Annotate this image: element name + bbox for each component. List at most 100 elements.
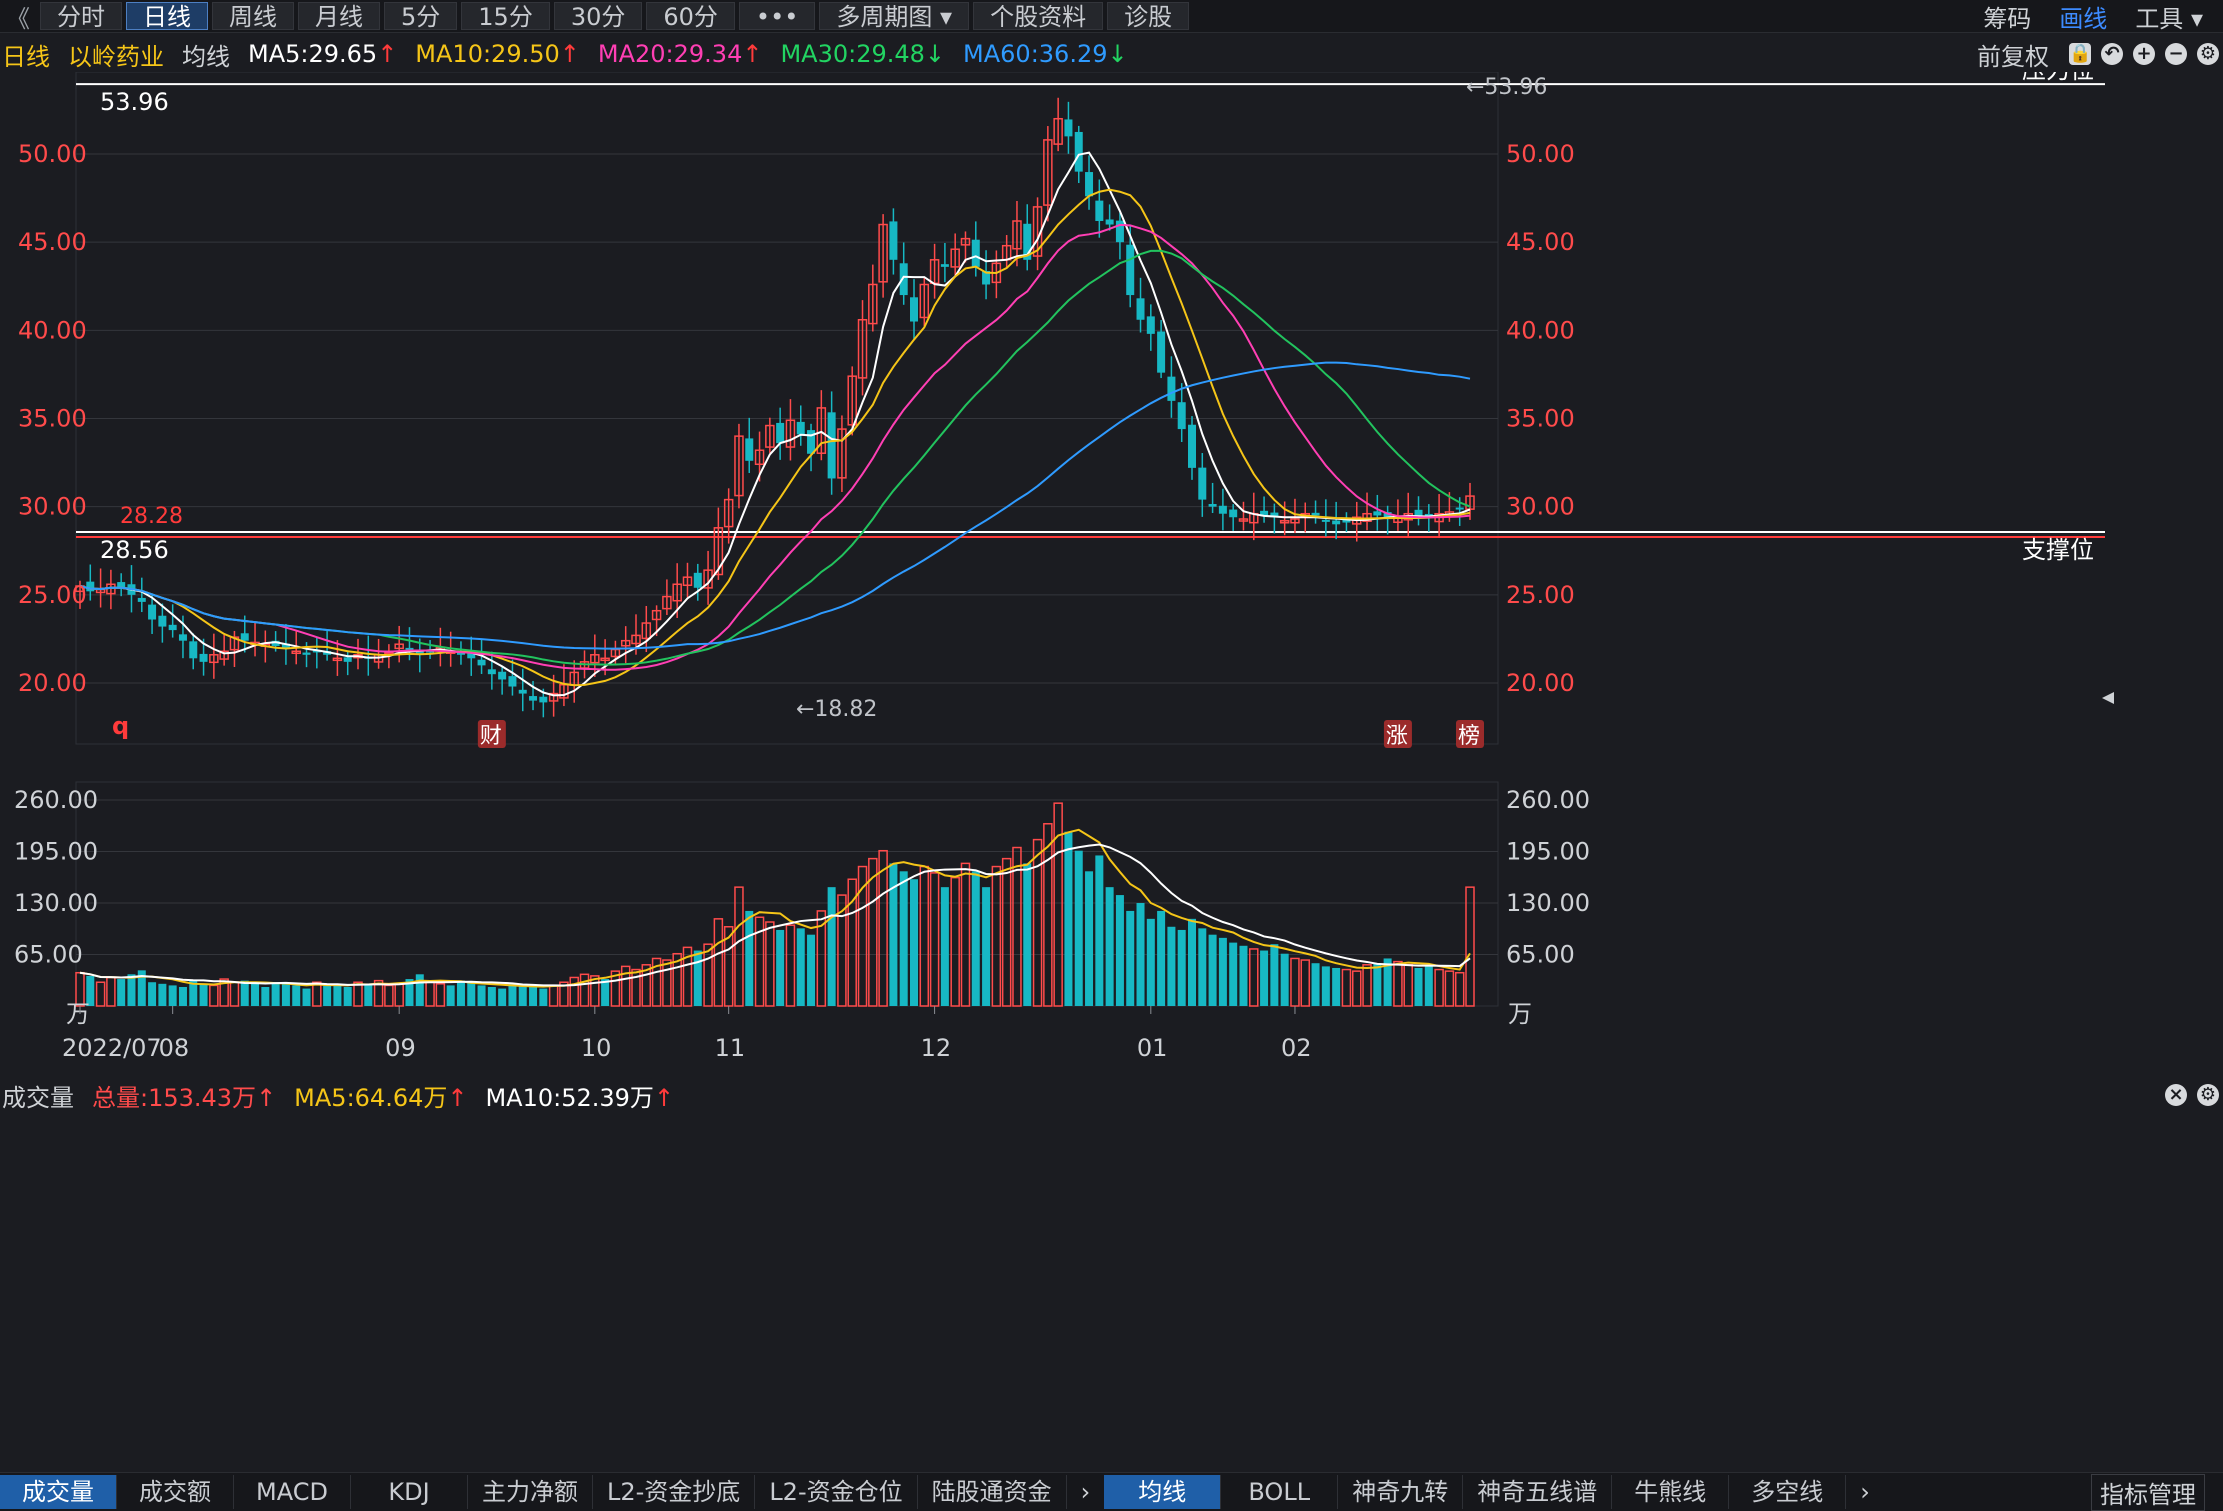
candle-up [641, 622, 652, 640]
btabsL-tab-3[interactable]: KDJ [351, 1475, 468, 1509]
candle-down [1095, 200, 1104, 222]
btabsL-tab-4[interactable]: 主力净额 [468, 1475, 593, 1509]
volume-bar-up [837, 894, 847, 1007]
period-tab-9[interactable]: 多周期图 ▾ [819, 2, 970, 31]
period-tab-1[interactable]: 日线 [126, 2, 208, 31]
period-tab-11[interactable]: 诊股 [1107, 2, 1190, 31]
toolbar-right-item-2[interactable]: 工具 ▾ [2135, 4, 2203, 33]
volume-bar-down [1260, 950, 1269, 1006]
volume-bar-up [1032, 838, 1043, 1007]
volume-bar-up [651, 957, 662, 1007]
back-chevron-icon[interactable]: 《 [6, 4, 30, 33]
settings-gear-icon[interactable]: ⚙ [2197, 43, 2219, 65]
candle-down [271, 640, 280, 646]
volume-bar-up [1001, 857, 1012, 1007]
kline-chart[interactable]: 50.00 50.00 45.00 45.00 40.00 40.00 35.00 35.00… [0, 72, 2223, 1472]
level-lines [76, 83, 2105, 538]
btabsL-tab-5[interactable]: L2-资金抄底 [593, 1475, 756, 1509]
toolbar-right-item-1[interactable]: 画线 [2059, 4, 2108, 33]
volume-bar-down [1229, 942, 1238, 1006]
btabsR-tab-0[interactable]: 均线 [1104, 1475, 1222, 1509]
candle-down [1383, 512, 1392, 520]
panel-settings-gear-icon[interactable]: ⚙ [2197, 1084, 2219, 1106]
period-tab-5[interactable]: 15分 [461, 2, 550, 31]
ma20-line [79, 223, 1471, 671]
period-tab-2[interactable]: 周线 [212, 2, 294, 31]
candle-down [1414, 509, 1423, 516]
candle-up [816, 407, 827, 454]
candle-down [827, 412, 836, 479]
btabsL-tab-0[interactable]: 成交量 [0, 1475, 117, 1509]
toolbar-right-item-0[interactable]: 筹码 [1983, 4, 2032, 33]
volume-bar-up [1053, 802, 1063, 1007]
period-tab-0[interactable]: 分时 [40, 2, 122, 31]
volume-bar-up [373, 979, 384, 1007]
btabsR-tab-2[interactable]: 神奇九转 [1338, 1475, 1464, 1509]
volume-bar-up [1043, 823, 1053, 1007]
candle-up [734, 435, 744, 497]
stock-name[interactable]: 以岭药业 [68, 42, 164, 71]
btabsR-tab-3[interactable]: 神奇五线谱 [1463, 1475, 1613, 1509]
volume-bar-down [1074, 850, 1083, 1006]
volume-bar-down [1270, 944, 1279, 1006]
btabsR-tab-4[interactable]: 牛熊线 [1612, 1475, 1730, 1509]
event-label: 涨 [1386, 724, 1408, 749]
candle-down [281, 643, 290, 648]
volume-bar-down [1126, 910, 1135, 1006]
period-tab-3[interactable]: 月线 [298, 2, 380, 31]
ma-value-2: MA20:29.34↑ [597, 40, 763, 68]
candle-down [477, 659, 486, 666]
btabsL-tab-2[interactable]: MACD [234, 1475, 351, 1509]
candle-up [682, 576, 693, 587]
x-label: 01 [1137, 1034, 1168, 1062]
undo-icon[interactable]: ↶ [2101, 43, 2123, 65]
btabsR-tab-5[interactable]: 多空线 [1729, 1475, 1847, 1509]
btabsL-tab-7[interactable]: 陆股通资金 [918, 1475, 1067, 1509]
volume-bar-up [703, 943, 713, 1007]
candle-up [631, 634, 641, 645]
period-tab-10[interactable]: 个股资料 [973, 2, 1104, 31]
btabsR-tab-1[interactable]: BOLL [1221, 1475, 1339, 1509]
candle-down [487, 669, 496, 675]
candle-down [1115, 220, 1124, 243]
adjust-label[interactable]: 前复权 [1977, 42, 2049, 71]
volume-bar-up [106, 976, 116, 1007]
period-tab-6[interactable]: 30分 [553, 2, 643, 31]
volume-title[interactable]: 成交量 [2, 1083, 74, 1112]
period-tab-7[interactable]: 60分 [646, 2, 735, 31]
volume-bar-up [1403, 964, 1413, 1007]
candle-up [332, 657, 343, 662]
zoom-out-icon[interactable]: − [2165, 43, 2187, 65]
volume-bar-up [1393, 960, 1403, 1007]
volume-bar-down [1167, 926, 1176, 1006]
zoom-in-icon[interactable]: + [2133, 43, 2155, 65]
indicator-manage-button[interactable]: 指标管理 [2091, 1473, 2205, 1511]
candle-down [1311, 512, 1320, 516]
volume-bar-up [1454, 971, 1465, 1007]
price-tick-right: 20.00 [1506, 669, 1575, 697]
scroll-right-icon-2[interactable]: › [1860, 1478, 1870, 1506]
candle-up [1043, 139, 1053, 206]
volume-bar-up [631, 968, 641, 1007]
volume-bar-down [1424, 966, 1433, 1006]
ma5-line [79, 151, 1471, 697]
volume-bar-down [1095, 855, 1104, 1006]
candle-down [343, 657, 352, 662]
volume-bar-down [271, 982, 280, 1006]
volume-bar-down [529, 986, 538, 1006]
period-tab-8[interactable]: ••• [738, 2, 816, 31]
axis-text: 50.00 50.00 45.00 45.00 40.00 40.00 35.00 35.00… [14, 72, 2114, 1062]
ma-lines [79, 151, 1471, 697]
close-panel-icon[interactable]: × [2165, 1084, 2187, 1106]
volume-bar-down [1136, 903, 1145, 1006]
ma60-line [79, 361, 1471, 650]
ma-label[interactable]: 均线 [182, 42, 230, 71]
candle-up [1238, 518, 1249, 522]
candle-up [754, 449, 765, 466]
btabsL-tab-6[interactable]: L2-资金仓位 [755, 1475, 918, 1509]
period-tab-4[interactable]: 5分 [384, 2, 458, 31]
volume-bar-down [333, 983, 342, 1006]
lock-icon[interactable]: 🔒 [2069, 43, 2092, 65]
btabsL-tab-1[interactable]: 成交额 [117, 1475, 234, 1509]
scroll-right-icon[interactable]: › [1080, 1478, 1091, 1506]
